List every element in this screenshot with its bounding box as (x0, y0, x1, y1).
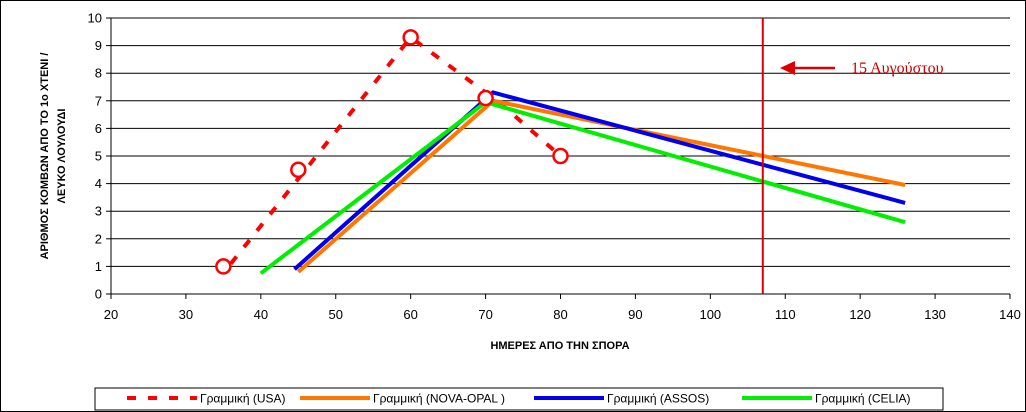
x-tick-label: 80 (553, 307, 567, 322)
y-tick-label: 9 (95, 38, 102, 53)
x-axis-title: ΗΜΕΡΕΣ ΑΠΟ ΤΗΝ ΣΠΟΡΑ (490, 340, 629, 352)
y-tick-label: 3 (95, 204, 102, 219)
x-tick-label: 100 (699, 307, 721, 322)
y-tick-labels: 0 1 2 3 4 5 6 7 8 9 10 (88, 11, 102, 302)
annotation-text: 15 Αυγούστου (851, 60, 944, 77)
axis-ticks (106, 17, 1011, 299)
legend: Γραμμική (USA) Γραμμική (NOVA-OPAL ) Γραμμ… (127, 392, 911, 406)
x-tick-label: 60 (403, 307, 417, 322)
grid-lines (111, 17, 1010, 267)
y-tick-label: 6 (95, 121, 102, 136)
legend-label-2: Γραμμική (ASSOS) (607, 392, 709, 406)
x-tick-label: 20 (104, 307, 118, 322)
y-tick-label: 5 (95, 149, 102, 164)
y-tick-label: 4 (95, 176, 102, 191)
x-tick-label: 90 (628, 307, 642, 322)
annotation-arrow-icon (780, 61, 795, 75)
y-tick-label: 8 (95, 66, 102, 81)
y-tick-label: 1 (95, 259, 102, 274)
x-tick-label: 140 (999, 307, 1021, 322)
data-point-marker (290, 161, 307, 179)
legend-label-3: Γραμμική (CELIA) (815, 392, 911, 406)
legend-label-0: Γραμμική (USA) (200, 392, 286, 406)
data-point-marker (215, 258, 232, 275)
series-line-3 (259, 100, 906, 275)
y-tick-label: 10 (88, 11, 102, 26)
data-point-marker (552, 147, 569, 165)
legend-box (94, 387, 944, 411)
x-tick-label: 130 (924, 307, 946, 322)
x-tick-label: 40 (254, 307, 268, 322)
y-tick-label: 7 (95, 93, 102, 108)
x-tick-labels: 20 30 40 50 60 70 80 90 100 110 120 130 140 (104, 307, 1021, 322)
series-line-2 (293, 90, 906, 271)
y-axis-title-line2: ΛΕΥΚΟ ΛΟΥΛΟΥΔΙ (56, 109, 68, 204)
x-tick-label: 30 (179, 307, 193, 322)
x-tick-label: 50 (329, 307, 343, 322)
y-tick-label: 2 (95, 231, 102, 246)
series-layer (215, 29, 906, 275)
data-point-marker (477, 89, 494, 107)
x-tick-label: 120 (849, 307, 871, 322)
x-tick-label: 70 (478, 307, 492, 322)
y-tick-label: 0 (95, 287, 102, 302)
x-tick-label: 110 (775, 307, 796, 322)
date-annotation: 15 Αυγούστου (780, 60, 944, 77)
y-axis-title-line1: ΑΡΙΘΜΟΣ ΚΟΜΒΩΝ ΑΠΟ ΤΟ 1ο ΧΤΕΝΙ / (39, 53, 51, 260)
data-point-marker (402, 29, 419, 46)
series-line-0 (229, 34, 562, 265)
legend-label-1: Γραμμική (NOVA-OPAL ) (373, 392, 505, 406)
